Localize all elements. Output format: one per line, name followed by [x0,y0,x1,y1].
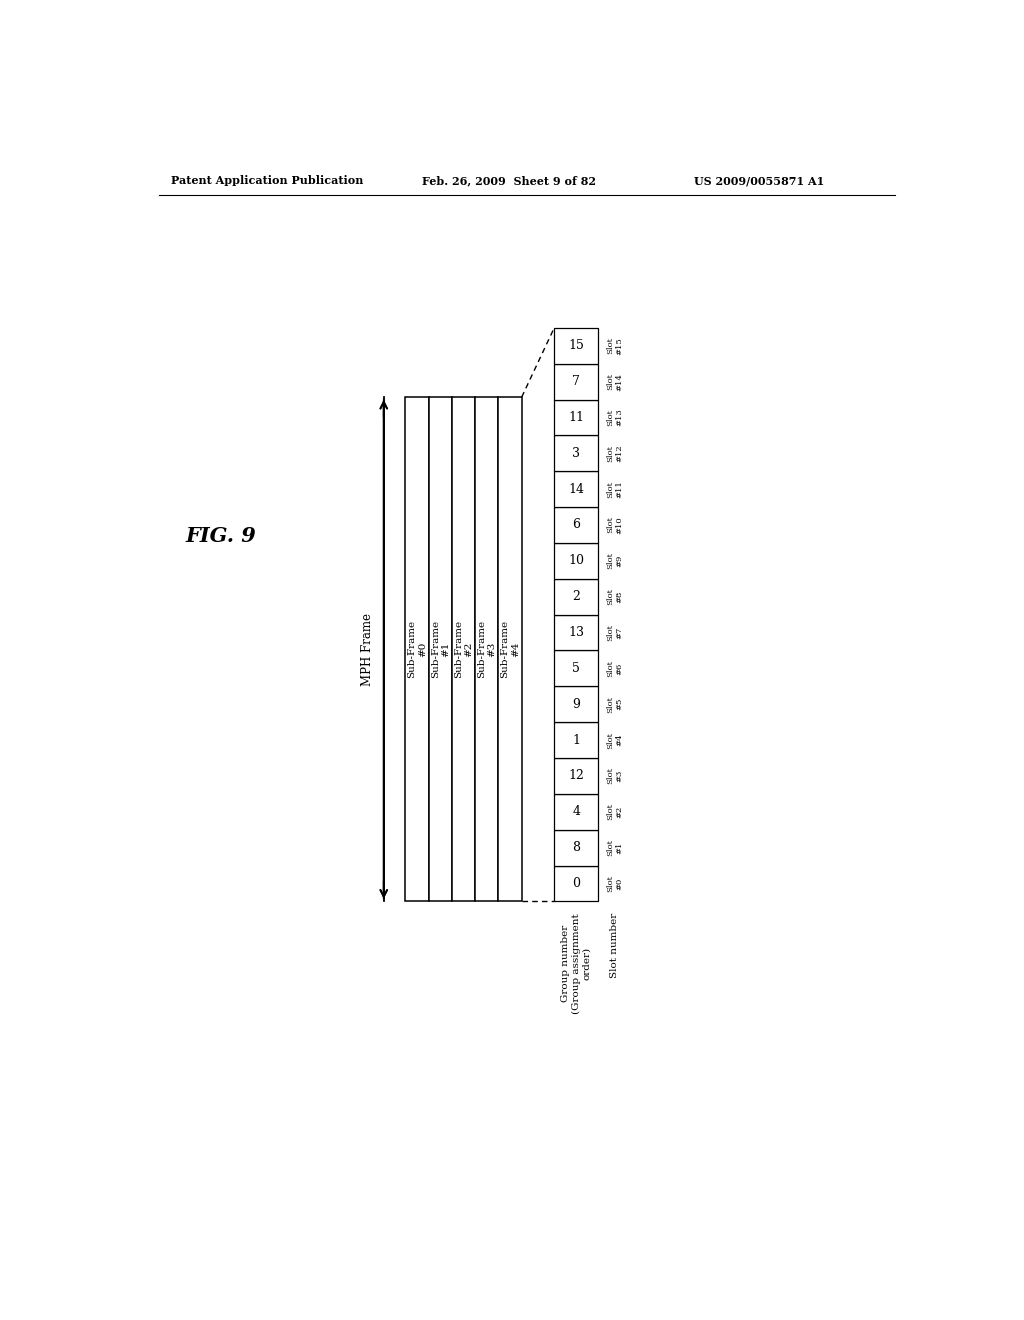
Text: Slot
#4: Slot #4 [606,731,624,748]
Bar [554,543,598,578]
Text: 7: 7 [572,375,581,388]
Bar [554,830,598,866]
Text: Slot
#6: Slot #6 [606,660,624,677]
Bar [554,327,598,363]
Text: Slot
#0: Slot #0 [606,875,624,892]
Text: Sub-Frame
#2: Sub-Frame #2 [454,620,473,678]
Bar [554,363,598,400]
Text: Slot
#15: Slot #15 [606,337,624,355]
Text: 1: 1 [572,734,581,747]
Bar [554,471,598,507]
Text: 14: 14 [568,483,585,495]
Text: Slot
#10: Slot #10 [606,516,624,533]
Text: 2: 2 [572,590,581,603]
Bar [554,651,598,686]
Text: 10: 10 [568,554,585,568]
Text: Group number
(Group assignment
order): Group number (Group assignment order) [561,913,591,1014]
Text: US 2009/0055871 A1: US 2009/0055871 A1 [693,176,824,186]
Text: Sub-Frame
#3: Sub-Frame #3 [477,620,497,678]
Bar [499,397,521,902]
Text: FIG. 9: FIG. 9 [185,525,256,545]
Text: Slot
#13: Slot #13 [606,409,624,426]
Bar [554,722,598,758]
Text: 12: 12 [568,770,585,783]
Bar [554,793,598,830]
Text: Slot
#7: Slot #7 [606,624,624,642]
Bar [406,397,429,902]
Text: Slot number: Slot number [610,913,620,978]
Bar [554,866,598,902]
Text: 9: 9 [572,698,581,710]
Text: Sub-Frame
#1: Sub-Frame #1 [431,620,450,678]
Bar [429,397,452,902]
Text: Feb. 26, 2009  Sheet 9 of 82: Feb. 26, 2009 Sheet 9 of 82 [423,176,597,186]
Text: Slot
#1: Slot #1 [606,840,624,857]
Text: 6: 6 [572,519,581,532]
Text: Sub-Frame
#4: Sub-Frame #4 [501,620,520,678]
Bar [554,507,598,543]
Text: Slot
#3: Slot #3 [606,767,624,784]
Text: Slot
#12: Slot #12 [606,445,624,462]
Bar [554,615,598,651]
Text: Slot
#14: Slot #14 [606,372,624,391]
Bar [554,578,598,615]
Bar [554,686,598,722]
Bar [475,397,499,902]
Text: 5: 5 [572,661,581,675]
Bar [452,397,475,902]
Text: 8: 8 [572,841,581,854]
Bar [554,758,598,793]
Text: 11: 11 [568,411,585,424]
Text: 0: 0 [572,876,581,890]
Text: 3: 3 [572,446,581,459]
Text: Patent Application Publication: Patent Application Publication [171,176,362,186]
Text: Slot
#8: Slot #8 [606,589,624,605]
Bar [554,400,598,436]
Text: MPH Frame: MPH Frame [361,612,375,686]
Text: Slot
#11: Slot #11 [606,480,624,498]
Text: 13: 13 [568,626,585,639]
Text: Sub-Frame
#0: Sub-Frame #0 [408,620,427,678]
Text: Slot
#2: Slot #2 [606,804,624,820]
Text: Slot
#5: Slot #5 [606,696,624,713]
Text: 15: 15 [568,339,585,352]
Bar [554,436,598,471]
Text: Slot
#9: Slot #9 [606,552,624,569]
Text: 4: 4 [572,805,581,818]
